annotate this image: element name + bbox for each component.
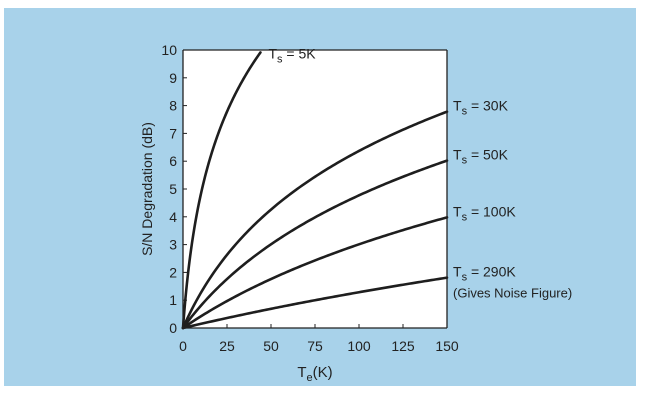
x-axis-label-unit: (K) <box>313 364 333 381</box>
y-tick-label: 10 <box>161 42 177 58</box>
series-note-290K: (Gives Noise Figure) <box>453 286 572 301</box>
y-tick-label: 7 <box>169 125 177 141</box>
series-label-100K: Ts = 100K <box>453 203 516 223</box>
x-axis-label-main: T <box>297 364 306 381</box>
x-axis-label: Te(K) <box>297 364 332 384</box>
y-tick-label: 8 <box>169 98 177 114</box>
y-tick-label: 2 <box>169 264 177 280</box>
series-labels: Ts = 5K Ts = 30K Ts = 50K Ts = 100K Ts = 290… <box>268 45 572 300</box>
y-tick-label: 5 <box>169 181 177 197</box>
y-axis-label: S/N Degradation (dB) <box>139 122 155 256</box>
series-curves <box>181 51 449 330</box>
series-line-5K <box>181 51 262 330</box>
series-line-100K <box>181 216 449 330</box>
x-tick-label: 25 <box>219 338 235 354</box>
x-tick-label: 100 <box>347 338 371 354</box>
series-line-30K <box>181 110 449 330</box>
y-tick-label: 3 <box>169 237 177 253</box>
y-tick-label: 4 <box>169 209 177 225</box>
series-label-30K: Ts = 30K <box>453 98 509 118</box>
y-tick-label: 1 <box>169 292 177 308</box>
x-tick-label: 0 <box>179 338 187 354</box>
series-line-290K <box>181 276 449 330</box>
y-tick-label: 9 <box>169 70 177 86</box>
x-tick-label: 125 <box>391 338 415 354</box>
x-axis-ticks: 0 25 50 75 100 125 150 <box>179 324 459 354</box>
series-label-50K: Ts = 50K <box>453 147 509 167</box>
series-line-50K <box>181 159 449 330</box>
x-tick-label: 75 <box>307 338 323 354</box>
x-tick-label: 50 <box>263 338 279 354</box>
plot-area <box>183 50 447 328</box>
series-label-290K: Ts = 290K <box>453 264 516 284</box>
y-tick-label: 0 <box>169 320 177 336</box>
x-tick-label: 150 <box>435 338 459 354</box>
x-axis-label-subscript: e <box>307 372 313 384</box>
y-tick-label: 6 <box>169 153 177 169</box>
y-axis-ticks: 0 1 2 3 4 5 6 7 8 9 10 <box>161 42 187 336</box>
series-label-5K: Ts = 5K <box>268 45 316 65</box>
